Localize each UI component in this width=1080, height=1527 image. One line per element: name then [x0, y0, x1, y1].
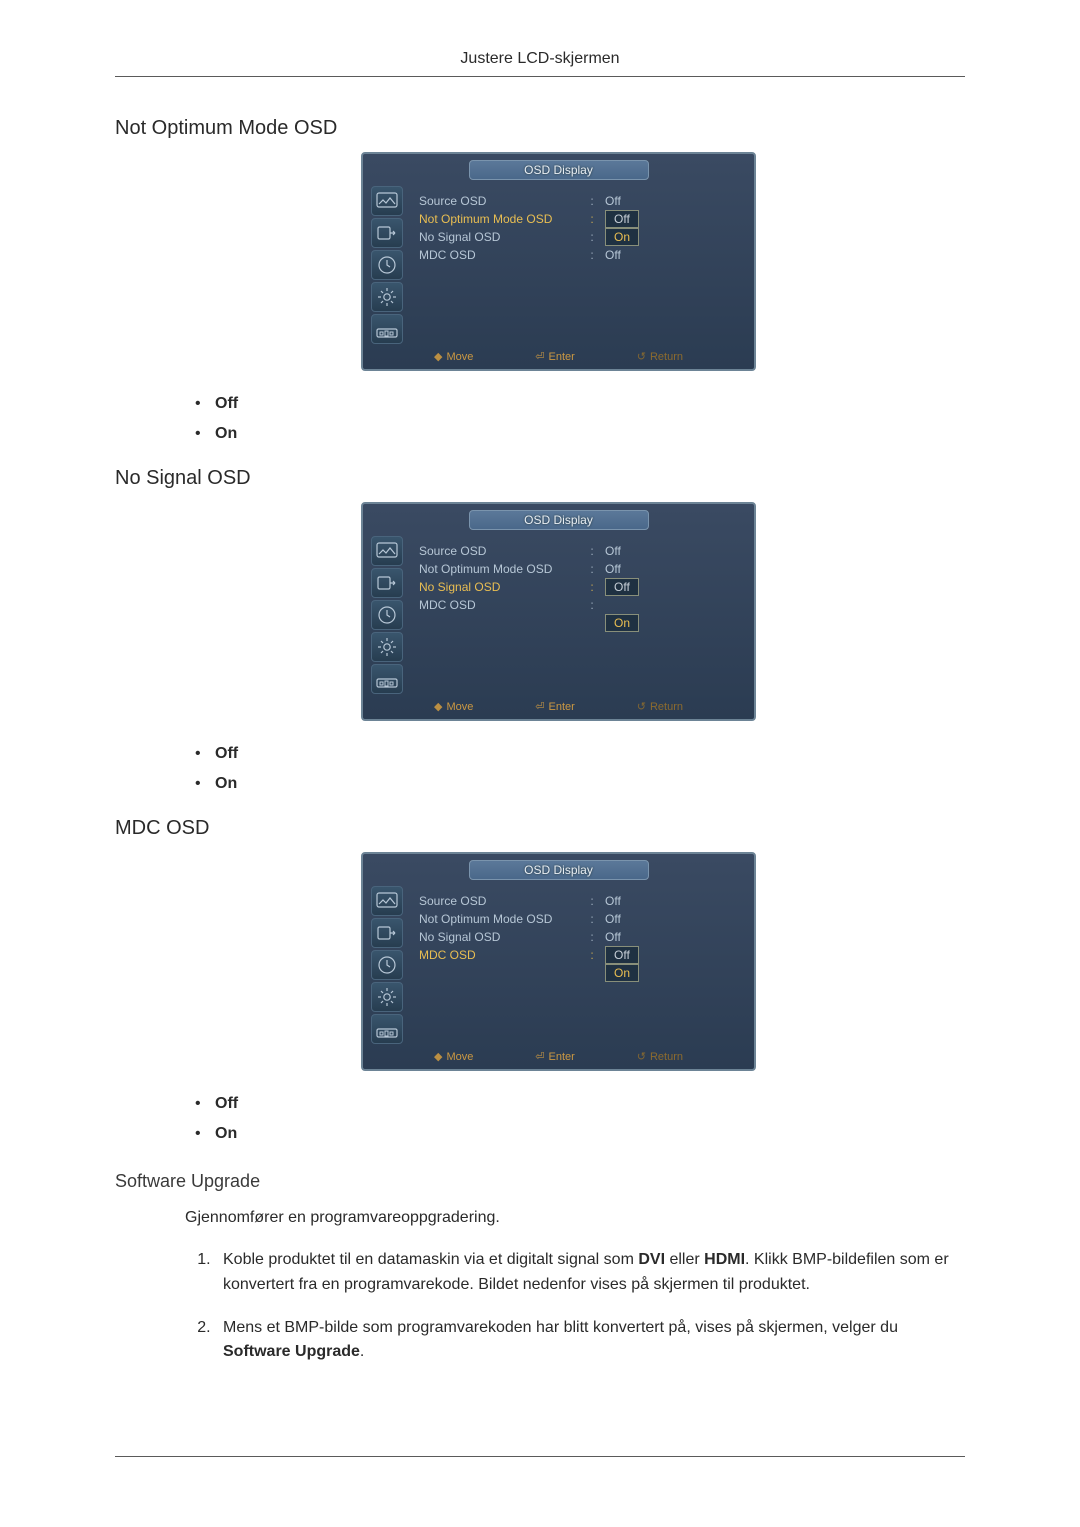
osd-sidebar — [371, 886, 403, 1044]
osd-row-label: Source OSD — [419, 192, 589, 210]
setup-icon[interactable] — [371, 982, 403, 1012]
time-icon[interactable] — [371, 250, 403, 280]
osd-row-value-box[interactable]: On — [605, 964, 639, 982]
option-on: On — [215, 425, 965, 443]
osd-title: OSD Display — [469, 160, 649, 180]
osd-row[interactable]: MDC OSD:Off — [419, 946, 746, 964]
section-title-software-upgrade: Software Upgrade — [115, 1171, 965, 1192]
footer-move: ◆Move — [434, 700, 473, 713]
footer-enter: ⏎Enter — [535, 350, 575, 363]
osd-row-value-box[interactable]: Off — [605, 946, 639, 964]
footer-move: ◆Move — [434, 350, 473, 363]
osd-display-panel: OSD Display Source OSD:OffNot Optimum Mod… — [361, 852, 756, 1071]
footer-enter: ⏎Enter — [535, 700, 575, 713]
option-on: On — [215, 1125, 965, 1143]
osd-sidebar — [371, 186, 403, 344]
osd-row-value: Off — [605, 562, 621, 576]
osd-footer: ◆Move ⏎Enter ↺Return — [363, 698, 754, 719]
osd-menu: Source OSD:OffNot Optimum Mode OSD:OffNo… — [413, 186, 746, 344]
osd-row-value-box[interactable]: Off — [605, 210, 639, 228]
setup-icon[interactable] — [371, 282, 403, 312]
osd-row-label: MDC OSD — [419, 946, 589, 964]
osd-row[interactable]: No Signal OSD:Off — [419, 578, 746, 596]
osd-row-value-box[interactable]: Off — [605, 578, 639, 596]
osd-row-label: No Signal OSD — [419, 578, 589, 596]
osd-row[interactable]: No Signal OSD:On — [419, 228, 746, 246]
osd-row[interactable]: On — [419, 614, 746, 632]
option-off: Off — [215, 745, 965, 763]
osd-display-panel: OSD Display Source OSD:OffNot Optimum Mod… — [361, 502, 756, 721]
osd-title: OSD Display — [469, 860, 649, 880]
software-step-1: Koble produktet til en datamaskin via et… — [215, 1248, 965, 1298]
osd-row-label: Source OSD — [419, 892, 589, 910]
osd-row-label: Not Optimum Mode OSD — [419, 210, 589, 228]
osd-row-value: Off — [605, 894, 621, 908]
osd-row[interactable]: Source OSD:Off — [419, 192, 746, 210]
time-icon[interactable] — [371, 600, 403, 630]
software-step-2: Mens et BMP-bilde som programvarekoden h… — [215, 1316, 965, 1366]
osd-title: OSD Display — [469, 510, 649, 530]
osd-row-value-box[interactable]: On — [605, 228, 639, 246]
osd-row-value: Off — [605, 930, 621, 944]
osd-row-value-box[interactable]: On — [605, 614, 639, 632]
options-list-no-signal: Off On — [215, 745, 965, 793]
footer-rule — [115, 1456, 965, 1457]
osd-row-label: Not Optimum Mode OSD — [419, 560, 589, 578]
option-on: On — [215, 775, 965, 793]
osd-row-value: Off — [605, 194, 621, 208]
osd-footer: ◆Move ⏎Enter ↺Return — [363, 348, 754, 369]
setup-icon[interactable] — [371, 632, 403, 662]
footer-move: ◆Move — [434, 1050, 473, 1063]
osd-sidebar — [371, 536, 403, 694]
osd-row-label: MDC OSD — [419, 596, 589, 614]
footer-return: ↺Return — [637, 700, 683, 713]
osd-menu: Source OSD:OffNot Optimum Mode OSD:OffNo… — [413, 536, 746, 694]
time-icon[interactable] — [371, 950, 403, 980]
options-list-mdc: Off On — [215, 1095, 965, 1143]
input-icon[interactable] — [371, 568, 403, 598]
osd-row-label: No Signal OSD — [419, 928, 589, 946]
software-steps: Koble produktet til en datamaskin via et… — [185, 1248, 965, 1365]
picture-icon[interactable] — [371, 536, 403, 566]
osd-row-label: No Signal OSD — [419, 228, 589, 246]
picture-icon[interactable] — [371, 186, 403, 216]
section-title-no-signal: No Signal OSD — [115, 467, 965, 490]
osd-row[interactable]: MDC OSD: — [419, 596, 746, 614]
picture-icon[interactable] — [371, 886, 403, 916]
osd-footer: ◆Move ⏎Enter ↺Return — [363, 1048, 754, 1069]
multi-icon[interactable] — [371, 1014, 403, 1044]
osd-row-label: MDC OSD — [419, 246, 589, 264]
osd-display-panel: OSD Display Source OSD:OffNot Optimum Mod… — [361, 152, 756, 371]
osd-row[interactable]: No Signal OSD:Off — [419, 928, 746, 946]
osd-row-value: Off — [605, 248, 621, 262]
footer-return: ↺Return — [637, 1050, 683, 1063]
software-lead: Gjennomfører en programvareoppgradering. — [185, 1206, 965, 1230]
osd-row[interactable]: On — [419, 964, 746, 982]
input-icon[interactable] — [371, 218, 403, 248]
multi-icon[interactable] — [371, 314, 403, 344]
osd-row-label: Source OSD — [419, 542, 589, 560]
osd-row-value: Off — [605, 544, 621, 558]
osd-row-label: Not Optimum Mode OSD — [419, 910, 589, 928]
footer-return: ↺Return — [637, 350, 683, 363]
osd-row[interactable]: MDC OSD:Off — [419, 246, 746, 264]
osd-menu: Source OSD:OffNot Optimum Mode OSD:OffNo… — [413, 886, 746, 1044]
input-icon[interactable] — [371, 918, 403, 948]
osd-row[interactable]: Source OSD:Off — [419, 542, 746, 560]
section-title-not-optimum: Not Optimum Mode OSD — [115, 117, 965, 140]
option-off: Off — [215, 1095, 965, 1113]
multi-icon[interactable] — [371, 664, 403, 694]
section-title-mdc: MDC OSD — [115, 817, 965, 840]
option-off: Off — [215, 395, 965, 413]
osd-row[interactable]: Not Optimum Mode OSD:Off — [419, 210, 746, 228]
osd-row[interactable]: Not Optimum Mode OSD:Off — [419, 560, 746, 578]
osd-row-value: Off — [605, 912, 621, 926]
osd-row[interactable]: Not Optimum Mode OSD:Off — [419, 910, 746, 928]
footer-enter: ⏎Enter — [535, 1050, 575, 1063]
page-header: Justere LCD-skjermen — [115, 50, 965, 77]
osd-row[interactable]: Source OSD:Off — [419, 892, 746, 910]
options-list-not-optimum: Off On — [215, 395, 965, 443]
